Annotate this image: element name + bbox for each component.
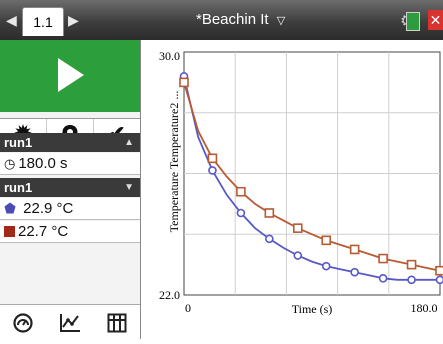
- series-2-point: [351, 245, 359, 253]
- series-1-point: [209, 167, 216, 174]
- duration-value: 180.0 s: [18, 155, 67, 172]
- view-toolbar: [0, 304, 140, 340]
- series-1-point: [408, 276, 415, 283]
- graph-icon: [59, 313, 81, 333]
- series-1-point: [323, 263, 330, 270]
- collapse-caret-icon: ▲: [124, 133, 134, 152]
- previous-page-icon[interactable]: ◀: [6, 12, 17, 29]
- battery-icon: ⚙: [402, 10, 424, 30]
- y-tick-label-max: 30.0: [159, 49, 180, 63]
- document-title-text: *Beachin It: [196, 11, 269, 28]
- series-2-point: [180, 78, 188, 86]
- series-1-point: [380, 275, 387, 282]
- series-1-point: [294, 252, 301, 259]
- temperature-chart[interactable]: 30.0 22.0 0 180.0 Time (s) Temperature Temper…: [141, 40, 443, 339]
- series-2-point: [322, 236, 330, 244]
- x-tick-label-max: 180.0: [411, 301, 438, 315]
- meter-icon: [13, 313, 33, 333]
- sensor-row-2[interactable]: 22.7 °C: [0, 221, 140, 243]
- series-1-point: [351, 269, 358, 276]
- series-1-point: [437, 276, 443, 283]
- start-collection-button[interactable]: [0, 40, 140, 112]
- sensor-1-value: 22.9 °C: [23, 200, 73, 217]
- table-view-button[interactable]: [94, 305, 140, 340]
- document-title[interactable]: *Beachin It ▽: [196, 11, 285, 28]
- top-bar: ◀ 1.1 ▶ *Beachin It ▽ ⚙ ✕: [0, 0, 443, 40]
- page-tab[interactable]: 1.1: [22, 7, 64, 36]
- pentagon-marker-icon: [4, 200, 23, 217]
- x-axis-label: Time (s): [292, 302, 333, 316]
- play-icon: [58, 58, 84, 92]
- series-2-point: [237, 188, 245, 196]
- meter-panel: ✹ ✔ run1 ▲ ◷180.0 s run1 ▼: [0, 40, 141, 339]
- series-2-point: [294, 224, 302, 232]
- run-dropdown[interactable]: run1 ▼: [0, 178, 140, 197]
- series-1-point: [237, 209, 244, 216]
- series-2-point: [208, 154, 216, 162]
- run-header[interactable]: run1 ▲: [0, 133, 140, 152]
- series-2-point: [408, 261, 416, 269]
- meter-view-button[interactable]: [0, 305, 46, 340]
- series-2-point: [436, 267, 443, 275]
- dropdown-caret-icon: ▼: [124, 178, 134, 197]
- sensor-2-value: 22.7 °C: [18, 223, 68, 240]
- square-marker-icon: [4, 226, 15, 237]
- next-page-icon[interactable]: ▶: [68, 12, 79, 29]
- series-1-point: [266, 235, 273, 242]
- sensor-row-1[interactable]: 22.9 °C: [0, 198, 140, 220]
- close-button[interactable]: ✕: [428, 10, 443, 30]
- x-tick-label-min: 0: [185, 301, 191, 315]
- run-dropdown-label: run1: [4, 180, 32, 195]
- clock-icon: ◷: [4, 153, 15, 175]
- chevron-down-icon: ▽: [277, 15, 285, 27]
- graph-panel[interactable]: 30.0 22.0 0 180.0 Time (s) Temperature Temper…: [141, 40, 443, 339]
- duration-row[interactable]: ◷180.0 s: [0, 153, 140, 175]
- battery-cell: [406, 12, 420, 31]
- table-icon: [107, 313, 127, 333]
- graph-view-button[interactable]: [47, 305, 93, 340]
- run-header-label: run1: [4, 135, 32, 150]
- series-2-point: [265, 209, 273, 217]
- y-axis-label: Temperature Temperature2 ...: [167, 91, 181, 233]
- y-tick-label-min: 22.0: [159, 288, 180, 302]
- series-2-point: [379, 255, 387, 263]
